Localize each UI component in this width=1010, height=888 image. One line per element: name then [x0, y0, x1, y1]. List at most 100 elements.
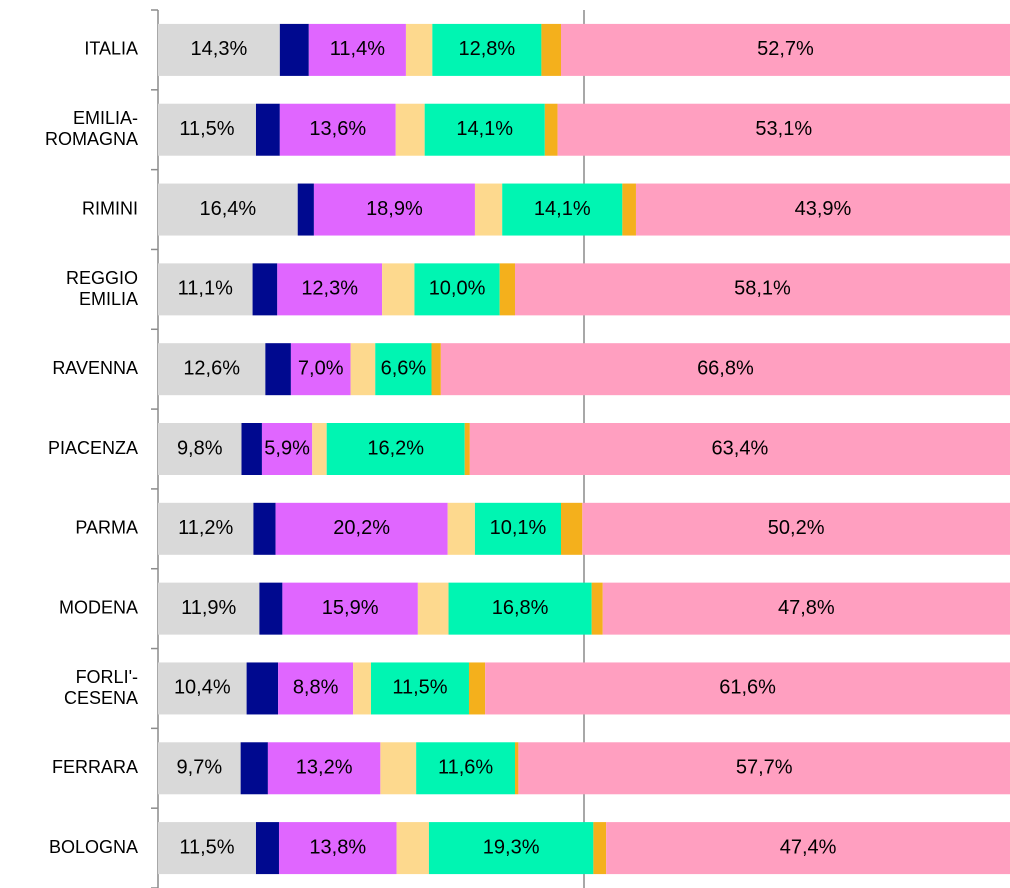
data-label: 13,6%: [309, 118, 366, 140]
bar-segment: [259, 582, 283, 635]
data-label: 11,5%: [179, 118, 234, 140]
bar-segment: [428, 822, 594, 875]
data-label: 19,3%: [483, 836, 540, 858]
bar-segment: [158, 423, 242, 475]
bar-segment: [414, 263, 500, 316]
data-label: 14,1%: [456, 118, 513, 140]
bar-segment: [448, 582, 592, 635]
bar-segment: [158, 343, 266, 396]
bar-segment: [158, 183, 298, 236]
bar-segment: [582, 502, 1010, 555]
bar-segment: [252, 263, 278, 316]
bar-segment: [382, 263, 415, 316]
bar-segment: [474, 183, 503, 236]
data-label: 43,9%: [795, 198, 852, 220]
data-label: 10,4%: [174, 677, 231, 699]
bar-segment: [541, 23, 561, 76]
bar-segment: [606, 822, 1010, 875]
bar-segment: [375, 343, 432, 396]
bar-segment: [158, 662, 247, 715]
bar-segment: [396, 822, 429, 875]
data-label: 18,9%: [366, 198, 423, 220]
bar-segment: [499, 263, 515, 316]
category-label: PIACENZA: [48, 438, 138, 458]
data-label: 8,8%: [293, 677, 339, 699]
data-label: 14,3%: [191, 38, 248, 60]
bar-segment: [560, 23, 1010, 76]
bar-segment: [278, 662, 354, 715]
bar-segment: [502, 183, 623, 236]
bar-segment: [560, 502, 583, 555]
bar-segment: [277, 263, 383, 316]
data-label: 5,9%: [264, 437, 310, 459]
bar-segment: [158, 502, 254, 555]
bar-segment: [265, 343, 291, 396]
bar-segment: [158, 263, 253, 316]
data-label: 15,9%: [322, 597, 379, 619]
bar-segment: [275, 502, 448, 555]
bar-segment: [279, 23, 309, 76]
bar-segment: [261, 423, 313, 475]
data-label: 52,7%: [757, 38, 814, 60]
bar-segment: [326, 423, 465, 475]
category-label: RIMINI: [82, 198, 138, 218]
bar-segment: [469, 423, 1010, 475]
bar-segment: [416, 742, 515, 795]
data-label: 11,6%: [438, 757, 493, 779]
data-label: 12,8%: [459, 38, 516, 60]
bar-segment: [279, 103, 396, 156]
bar-segment: [267, 742, 381, 795]
bar-segment: [557, 103, 1010, 156]
category-label: BOLOGNA: [49, 837, 138, 857]
bar-segment: [380, 742, 417, 795]
bar-segment: [158, 582, 260, 635]
data-label: 13,8%: [309, 836, 366, 858]
category-label: EMILIA-ROMAGNA: [45, 108, 138, 149]
data-label: 50,2%: [768, 517, 825, 539]
bar-segment: [158, 103, 256, 156]
bar-segment: [255, 822, 279, 875]
bar-segment: [432, 23, 542, 76]
bar-segment: [602, 582, 1010, 635]
bar-segment: [253, 502, 276, 555]
bar-segment: [474, 502, 561, 555]
bar-segment: [308, 23, 406, 76]
data-label: 14,1%: [534, 198, 591, 220]
bar-segment: [514, 742, 519, 795]
data-label: 11,5%: [392, 677, 447, 699]
bar-segment: [544, 103, 558, 156]
data-label: 58,1%: [734, 278, 791, 300]
bar-segment: [297, 183, 314, 236]
data-label: 11,4%: [330, 38, 385, 60]
bar-segment: [468, 662, 486, 715]
bar-segment: [395, 103, 425, 156]
category-label: PARMA: [75, 518, 138, 538]
bar-segment: [158, 742, 241, 795]
category-label: MODENA: [59, 597, 138, 617]
data-label: 12,3%: [301, 278, 358, 300]
data-label: 16,4%: [200, 198, 257, 220]
data-label: 11,5%: [179, 836, 234, 858]
bar-segment: [405, 23, 433, 76]
bar-segment: [255, 103, 280, 156]
bar-segment: [440, 343, 1010, 396]
category-label: FORLI'-CESENA: [64, 667, 138, 708]
bar-segment: [158, 822, 256, 875]
bar-segment: [246, 662, 279, 715]
bar-segment: [313, 183, 475, 236]
data-label: 11,1%: [178, 278, 233, 300]
data-label: 16,2%: [367, 437, 424, 459]
data-label: 47,8%: [778, 597, 835, 619]
data-label: 10,1%: [490, 517, 547, 539]
bar-segment: [591, 582, 603, 635]
data-label: 10,0%: [429, 278, 486, 300]
bar-segment: [635, 183, 1010, 236]
data-label: 13,2%: [296, 757, 353, 779]
bar-segment: [518, 742, 1010, 795]
bar-segment: [424, 103, 545, 156]
data-label: 7,0%: [298, 357, 344, 379]
data-label: 53,1%: [755, 118, 812, 140]
data-label: 11,2%: [178, 517, 233, 539]
category-label: FERRARA: [52, 757, 138, 777]
